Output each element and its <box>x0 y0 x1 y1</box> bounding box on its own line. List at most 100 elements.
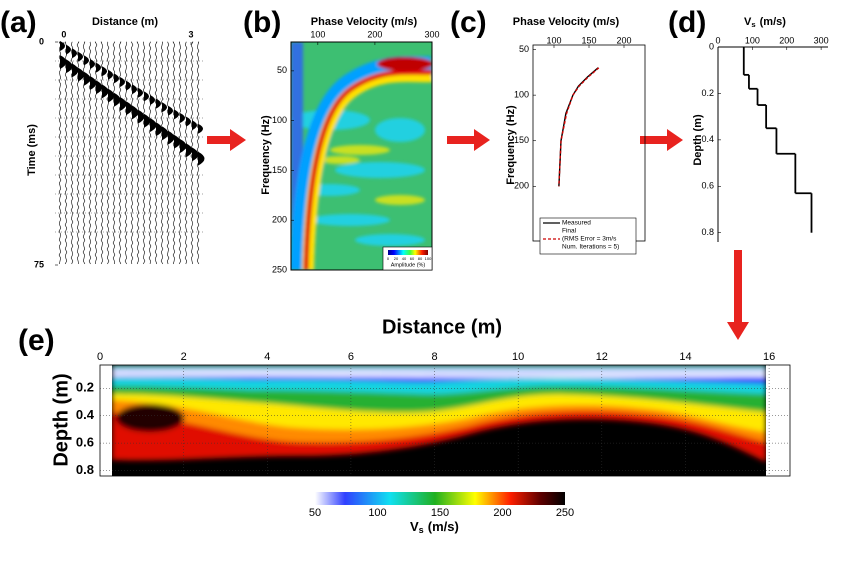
wiggle-lobe <box>102 66 107 77</box>
x-tick-label: 2 <box>181 351 187 363</box>
axis-title: Depth (m) <box>50 373 72 466</box>
axis-title: Phase Velocity (m/s) <box>311 16 418 28</box>
wiggle-lobe <box>168 130 175 145</box>
wiggle-lobe <box>108 88 115 103</box>
y-tick-label: 100 <box>514 90 529 100</box>
legend-text: (RMS Error = 3m/s <box>562 236 617 243</box>
x-tick-label: 3 <box>189 29 194 39</box>
wiggle-lobe <box>186 143 193 158</box>
wiggle-trace <box>64 41 68 265</box>
y-tick-label: 0 <box>39 36 44 46</box>
axis-title: Depth (m) <box>692 114 704 166</box>
wiggle-lobe <box>198 151 205 166</box>
colorbar-label-unit: (m/s) <box>428 519 459 534</box>
heatmap-patch <box>320 156 360 164</box>
heatmap-peak <box>377 57 432 71</box>
wiggle-trace <box>100 41 104 265</box>
colorbar-tick-label: 60 <box>410 256 415 261</box>
wiggle-lobe <box>60 55 67 69</box>
heatmap-layer <box>112 373 766 378</box>
wiggle-lobe <box>174 134 181 149</box>
panel-label: (e) <box>18 324 55 357</box>
wiggle-lobe <box>180 113 185 123</box>
heatmap-patch <box>375 195 425 205</box>
wiggle-trace <box>106 41 110 265</box>
colorbar-tick-label: 0 <box>387 256 390 261</box>
y-tick-label: 150 <box>272 165 287 175</box>
wiggle-trace <box>112 41 116 265</box>
x-tick-label: 6 <box>348 351 354 363</box>
heatmap-patch <box>355 234 425 246</box>
colorbar <box>315 492 565 505</box>
y-tick-label: 0.4 <box>76 407 95 422</box>
colorbar-label: Vs (m/s) <box>410 519 459 535</box>
wiggle-lobe <box>84 71 91 86</box>
colorbar-tick-label: 150 <box>431 507 449 519</box>
y-tick-label: 0.2 <box>701 88 714 98</box>
wiggle-trace <box>136 41 140 265</box>
arrow <box>640 129 683 151</box>
wiggle-lobe <box>156 122 163 137</box>
plot-frame <box>532 44 646 242</box>
heatmap-patch <box>335 162 425 178</box>
heatmap-patch <box>310 214 390 226</box>
x-tick-label: 8 <box>431 351 437 363</box>
wiggle-lobe <box>114 73 119 84</box>
y-tick-label: 0.8 <box>76 462 94 477</box>
heatmap-layer <box>116 404 184 432</box>
y-tick-label: 0.2 <box>76 380 94 395</box>
axis-title: Phase Velocity (m/s) <box>513 16 620 28</box>
wiggle-trace <box>160 41 164 265</box>
wiggle-trace <box>118 41 122 265</box>
wiggle-lobe <box>132 105 139 120</box>
colorbar-tick-label: 40 <box>402 256 407 261</box>
wiggle-lobe <box>102 84 109 99</box>
wiggle-lobe <box>96 62 101 73</box>
wiggle-lobe <box>60 41 65 51</box>
y-tick-label: 50 <box>519 44 529 54</box>
wiggle-lobe <box>120 77 125 87</box>
wiggle-lobe <box>144 113 151 128</box>
wiggle-lobe <box>72 48 77 59</box>
wiggle-lobe <box>192 147 199 162</box>
heatmap-layer <box>112 365 766 368</box>
axis-title-base: V <box>744 16 752 28</box>
colorbar-tick-label: 100 <box>368 507 386 519</box>
wiggle-lobe <box>96 80 103 95</box>
y-tick-label: 75 <box>34 259 44 269</box>
wiggle-lobe <box>66 44 71 55</box>
wiggle-lobe <box>150 118 157 132</box>
y-tick-label: 0.4 <box>701 134 714 144</box>
heatmap-image <box>291 42 432 270</box>
wiggle-lobe <box>114 92 121 107</box>
wiggle-lobe <box>90 76 97 90</box>
wiggle-trace <box>58 41 62 265</box>
heatmap-image <box>112 365 766 476</box>
colorbar-label-sub: s <box>419 525 424 535</box>
y-tick-label: 200 <box>272 215 287 225</box>
wiggle-lobe <box>138 87 143 98</box>
y-tick-label: 0.6 <box>701 181 714 191</box>
x-tick-label: 200 <box>367 29 382 39</box>
y-tick-label: 250 <box>272 264 287 274</box>
wiggle-trace <box>70 41 74 265</box>
panel-label: (b) <box>243 6 281 39</box>
axis-title: Vs (m/s) <box>744 16 786 29</box>
panel-label: (a) <box>0 6 37 39</box>
arrow <box>207 129 246 151</box>
series-line <box>558 67 599 187</box>
x-tick-label: 4 <box>264 351 270 363</box>
colorbar-tick-label: 20 <box>394 256 399 261</box>
axis-title-unit: (m/s) <box>760 16 787 28</box>
heatmap-field <box>291 42 432 270</box>
x-tick-label: 10 <box>512 351 524 363</box>
panel-label: (d) <box>668 6 706 39</box>
series-line <box>558 67 600 187</box>
legend-text: Final <box>562 228 577 235</box>
wiggle-lobe <box>138 109 145 124</box>
wiggle-lobe <box>90 59 95 69</box>
legend-box <box>539 217 637 255</box>
colorbar-tick-label: 80 <box>418 256 423 261</box>
legend-text: Num. Iterations = 5) <box>562 244 619 251</box>
wiggle-lobe <box>180 139 187 153</box>
